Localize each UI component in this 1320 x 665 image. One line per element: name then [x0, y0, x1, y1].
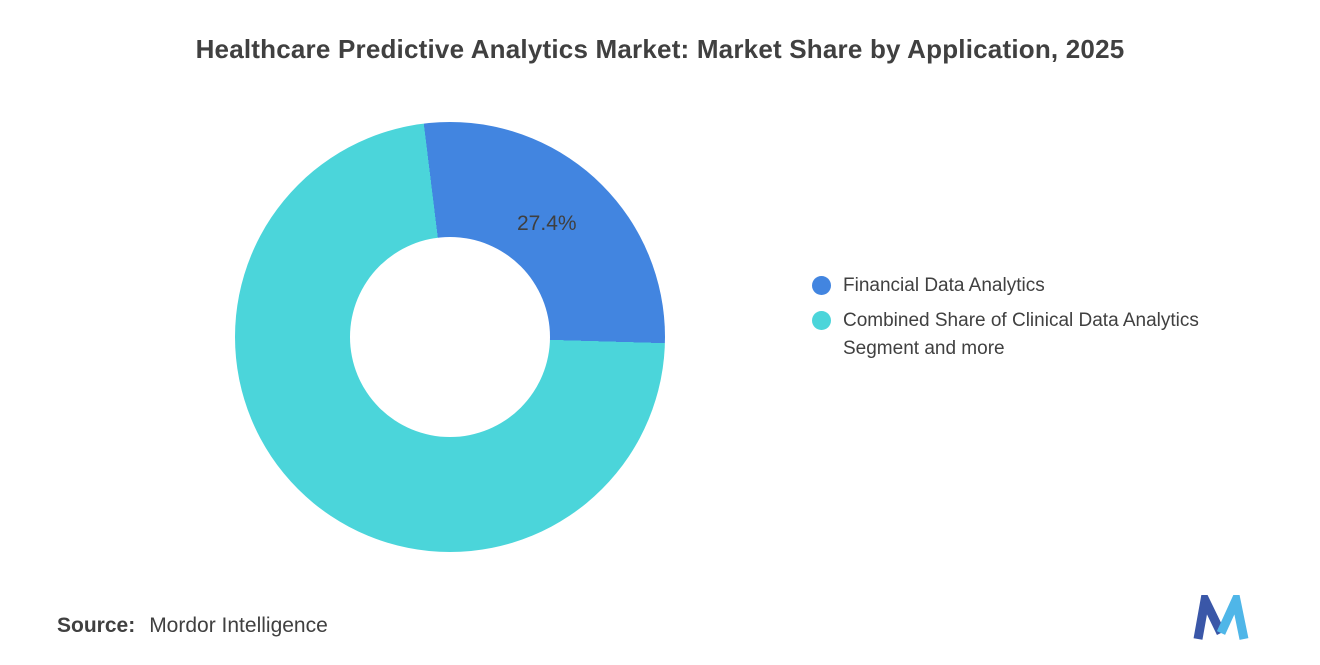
source-label: Source: — [57, 614, 136, 637]
chart-legend: Financial Data Analytics Combined Share … — [812, 272, 1282, 363]
legend-swatch — [812, 311, 831, 330]
slice-data-label: 27.4% — [517, 212, 577, 235]
legend-label: Combined Share of Clinical Data Analytic… — [843, 310, 1199, 359]
donut-chart-area: 27.4% — [235, 122, 665, 552]
source-value: Mordor Intelligence — [149, 614, 328, 637]
mordor-intelligence-logo — [1193, 595, 1249, 640]
legend-swatch — [812, 276, 831, 295]
legend-label: Financial Data Analytics — [843, 275, 1045, 296]
chart-title: Healthcare Predictive Analytics Market: … — [195, 34, 1125, 64]
legend-item-combined: Combined Share of Clinical Data Analytic… — [812, 307, 1282, 363]
source-attribution: Source: Mordor Intelligence — [57, 614, 328, 638]
legend-item-financial: Financial Data Analytics — [812, 272, 1282, 300]
donut-hole — [350, 237, 550, 437]
